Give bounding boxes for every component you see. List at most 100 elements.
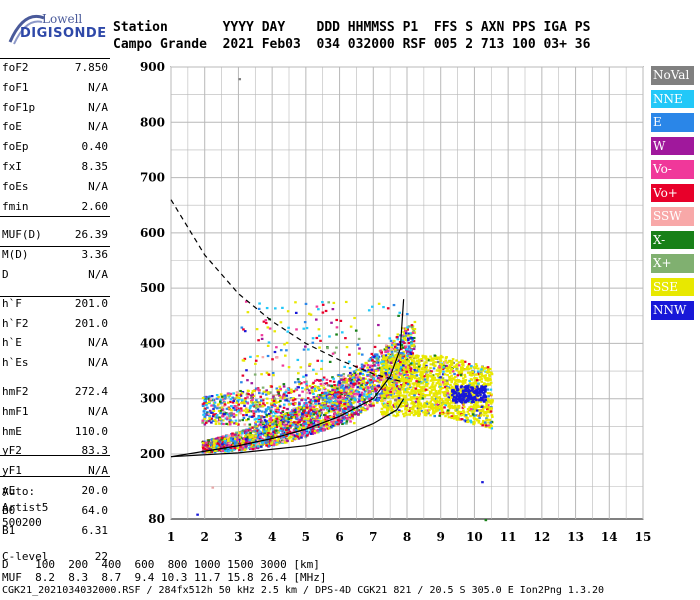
echo-point — [293, 411, 297, 414]
echo-point — [432, 411, 435, 414]
echo-point — [383, 395, 386, 398]
echo-point — [257, 437, 261, 440]
echo-point — [368, 404, 372, 407]
echo-point — [374, 369, 378, 373]
echo-point — [213, 418, 217, 421]
echo-point — [369, 405, 373, 408]
echo-point — [297, 386, 300, 389]
echo-point — [255, 406, 258, 409]
echo-point — [320, 428, 324, 431]
echo-point — [333, 412, 336, 415]
echo-point — [475, 373, 479, 376]
echo-point — [286, 387, 290, 390]
echo-point — [407, 345, 411, 348]
echo-point — [401, 376, 405, 379]
echo-point — [333, 423, 337, 427]
echo-point — [469, 419, 472, 422]
echo-point — [336, 404, 339, 407]
echo-point — [489, 408, 493, 411]
echo-point — [419, 370, 422, 373]
echo-point — [208, 417, 211, 420]
echo-point — [380, 351, 384, 354]
echo-point — [437, 379, 441, 382]
echo-point — [285, 399, 288, 402]
echo-point — [272, 395, 275, 398]
echo-point — [322, 413, 326, 417]
x-tick-label: 4 — [268, 530, 276, 544]
echo-point — [371, 386, 374, 389]
echo-point — [393, 387, 396, 390]
echo-point — [274, 420, 278, 423]
echo-point — [334, 396, 337, 399]
echo-point — [353, 394, 357, 397]
echo-point — [295, 432, 299, 436]
echo-point — [244, 408, 248, 411]
echo-point — [351, 413, 354, 416]
echo-point — [291, 423, 295, 426]
echo-point — [357, 368, 360, 371]
echo-point — [322, 406, 325, 410]
echo-point — [203, 399, 207, 402]
echo-point — [299, 416, 303, 419]
echo-point — [311, 432, 314, 435]
echo-point — [226, 394, 230, 397]
echo-point — [417, 359, 421, 362]
echo-point — [251, 448, 255, 451]
echo-point — [389, 385, 392, 388]
echo-point — [391, 395, 394, 398]
echo-point — [211, 415, 215, 418]
echo-point — [284, 389, 288, 392]
echo-point — [228, 420, 232, 423]
echo-point — [309, 419, 312, 422]
echo-point — [375, 401, 379, 404]
y-tick-label: 300 — [140, 392, 165, 406]
echo-point — [283, 424, 286, 427]
echo-point — [437, 381, 440, 384]
param-label: hmF1 — [2, 404, 29, 418]
echo-point — [225, 412, 228, 415]
echo-point — [285, 441, 288, 444]
echo-point — [203, 417, 206, 421]
echo-point — [269, 410, 273, 413]
echo-point — [235, 422, 238, 425]
echo-point — [385, 407, 389, 411]
echo-point — [224, 440, 227, 443]
echo-point — [424, 361, 428, 364]
echo-point — [443, 406, 446, 409]
echo-point — [239, 445, 242, 448]
echo-point — [462, 364, 465, 367]
echo-point — [434, 384, 437, 387]
echo-point — [405, 375, 408, 378]
param-label: B0 — [2, 503, 16, 517]
echo-point — [342, 408, 345, 412]
echo-point — [448, 364, 452, 367]
param-label: yE — [2, 483, 16, 497]
echo-point — [244, 445, 248, 448]
echo-point — [298, 426, 302, 429]
echo-point — [343, 422, 347, 425]
echo-point — [315, 425, 318, 429]
echo-point — [405, 404, 408, 407]
echo-point — [457, 406, 461, 409]
echo-point — [387, 391, 391, 394]
echo-point — [488, 411, 491, 414]
echo-point — [377, 364, 380, 367]
echo-point — [480, 380, 484, 383]
echo-point — [266, 391, 270, 394]
echo-point — [415, 354, 419, 357]
echo-point — [403, 373, 407, 377]
echo-point — [459, 369, 463, 372]
echo-point — [314, 399, 317, 402]
echo-point — [338, 382, 341, 385]
param-label: M(D) — [2, 248, 29, 262]
echo-point — [327, 409, 331, 413]
echo-point — [328, 401, 331, 404]
echo-point — [385, 386, 389, 389]
echo-point — [258, 444, 261, 447]
echo-point — [366, 404, 369, 408]
echo-point — [388, 403, 392, 407]
echo-point — [372, 398, 376, 401]
echo-point — [429, 400, 433, 403]
parameter-table: foF2 7.850 foF1 N/A foF1p N/A foE N/A foEp 0.40 fx… — [0, 58, 113, 567]
echo-point — [303, 417, 306, 420]
